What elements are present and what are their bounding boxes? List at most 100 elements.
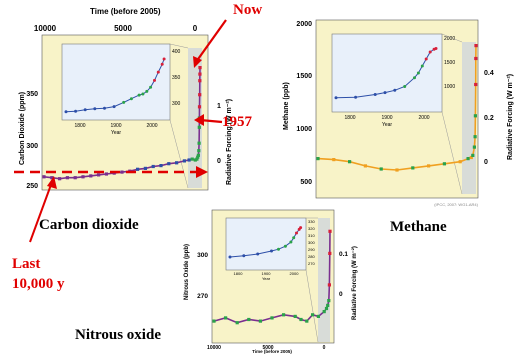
co2-data-point [42, 175, 46, 179]
ch4-zoom-line [441, 111, 463, 195]
n2o-data-point [327, 299, 331, 303]
ch4-inset-xtick: 2000 [418, 115, 429, 121]
co2-top-axis-label: Time (before 2005) [90, 7, 161, 16]
co2-data-point [159, 164, 163, 168]
co2-data-point [198, 66, 202, 70]
ch4-data-point [363, 164, 367, 168]
year-1957-arrowhead [194, 114, 204, 126]
n2o-data-point [282, 313, 286, 317]
ch4-inset-ytick: 1000 [444, 84, 455, 90]
n2o-data-point [316, 314, 320, 318]
co2-inset-point [103, 106, 106, 110]
co2-inset-point [141, 92, 145, 96]
last-annotation: Last [12, 256, 41, 272]
n2o-caption: Nitrous oxide [75, 327, 161, 343]
ch4-data-point [458, 160, 462, 164]
ch4-inset-ytick: 2000 [444, 36, 455, 42]
co2-data-point [58, 177, 62, 181]
ch4-inset-series [334, 47, 438, 100]
ch4-y-axis-label: Methane (ppb) [283, 82, 290, 130]
ch4-data-point [348, 160, 352, 164]
co2-inset-line [65, 58, 165, 113]
co2-inset-point [160, 62, 164, 66]
co2-data-point [198, 72, 202, 76]
co2-ytick-label: 250 [26, 183, 38, 190]
n2o-inset-point [292, 236, 296, 240]
co2-data-point [81, 175, 85, 179]
n2o-data-point [235, 321, 239, 325]
n2o-inset-ytick: 330 [308, 219, 315, 224]
co2-y-axis-label: Carbon Dioxide (ppm) [19, 92, 26, 165]
co2-right-tick-label: 1 [217, 103, 221, 110]
ch4-panel: 2000 1500 1000 500 Methane (ppb) 0.4 0.2… [283, 19, 514, 207]
n2o-inset-series [228, 226, 303, 259]
year-1957-annotation: 1957 [222, 114, 252, 130]
now-arrowhead [193, 56, 202, 68]
n2o-inset-point [242, 254, 246, 258]
n2o-inset-ytick: 290 [308, 247, 315, 252]
co2-data-point [197, 125, 201, 129]
n2o-inset-ytick: 270 [308, 261, 315, 266]
n2o-inset-xlabel: Year [262, 276, 271, 281]
co2-xtick-label: 5000 [114, 24, 132, 33]
co2-data-point [120, 170, 124, 174]
n2o-inset-point [256, 252, 260, 256]
co2-inset-point [156, 70, 160, 74]
ch4-data-point [472, 145, 476, 149]
ch4-credit: (IPCC, 2007: WG1-AR4) [434, 202, 478, 207]
n2o-inset-xtick: 1800 [234, 271, 244, 276]
last-arrow [29, 181, 53, 243]
co2-data-point [97, 173, 101, 177]
ch4-data-point [332, 158, 336, 162]
n2o-data-point [270, 316, 274, 320]
n2o-xtick-label: 0 [323, 345, 326, 351]
co2-ytick-label: 350 [26, 91, 38, 98]
co2-data-point [50, 176, 54, 180]
co2-inset-point [145, 89, 149, 93]
co2-inset-point [122, 100, 126, 104]
n2o-inset-ytick: 320 [308, 226, 315, 231]
co2-data-point [143, 166, 147, 170]
last-span-annotation: 10,000 y [12, 276, 65, 292]
n2o-data-point [293, 314, 297, 318]
n2o-data-point [322, 310, 326, 314]
co2-ytick-label: 300 [26, 143, 38, 150]
ch4-main-series [316, 44, 478, 172]
ch4-inset-point [420, 64, 424, 68]
n2o-right-axis-label: Radiative Forcing (W m⁻²) [351, 246, 358, 320]
ch4-right-tick-label: 0.2 [484, 115, 494, 122]
n2o-xtick-label: 5000 [262, 345, 273, 351]
co2-data-point [65, 176, 69, 180]
co2-inset-point [64, 110, 68, 114]
ch4-inset-point [334, 96, 338, 100]
ch4-recent-band [462, 42, 476, 194]
co2-inset-ytick: 350 [172, 75, 181, 81]
co2-data-point [187, 158, 191, 162]
co2-inset-point [153, 78, 156, 82]
co2-data-point [197, 149, 201, 153]
n2o-main-series [212, 229, 332, 325]
ch4-inset-point [354, 95, 358, 99]
co2-inset-series [64, 57, 166, 114]
co2-data-point [167, 162, 171, 166]
co2-right-tick-label: 0 [217, 158, 221, 165]
n2o-ytick-label: 300 [197, 252, 208, 259]
co2-inset-point [83, 108, 87, 112]
n2o-data-point [311, 313, 315, 317]
n2o-data-point [224, 316, 228, 320]
co2-data-point [151, 164, 155, 169]
n2o-inset-point [228, 255, 232, 259]
n2o-inset-point [277, 247, 280, 251]
co2-inset-xtick: 1800 [74, 123, 85, 129]
ch4-inset-xlabel: Year [382, 122, 392, 128]
ch4-zoom-line [441, 33, 463, 43]
co2-xtick-label: 0 [193, 24, 198, 33]
co2-inset-xlabel: Year [111, 130, 121, 136]
n2o-data-point [327, 283, 331, 287]
co2-data-point [197, 141, 201, 145]
n2o-inset-xtick: 2000 [290, 271, 300, 276]
ch4-data-point [473, 114, 477, 118]
co2-zoom-line [169, 43, 189, 49]
ch4-data-point [466, 157, 470, 161]
co2-data-point [196, 153, 200, 157]
